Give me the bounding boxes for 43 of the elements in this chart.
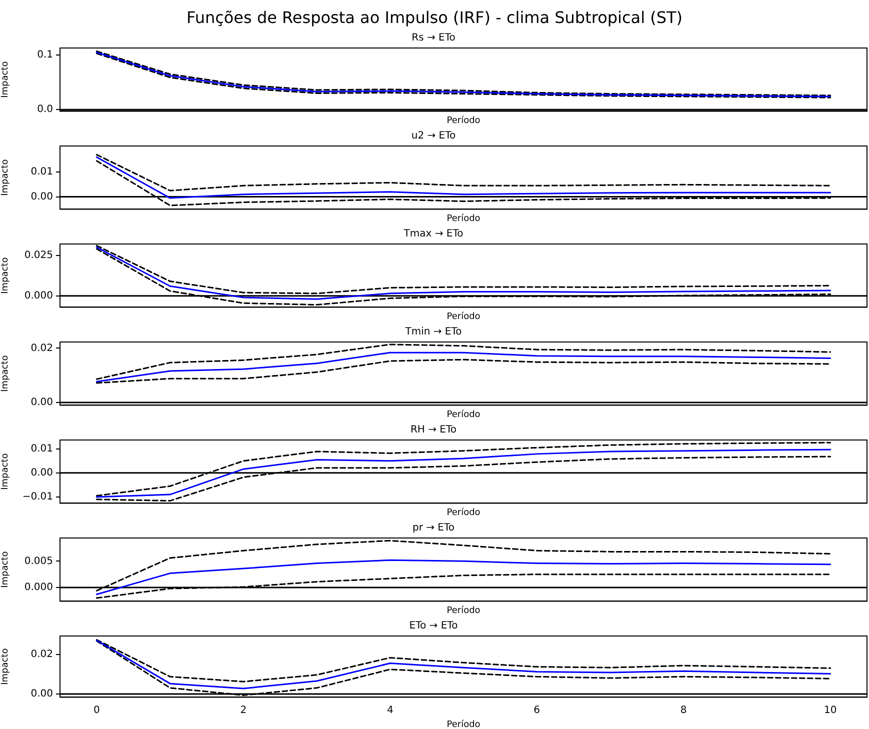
- y-axis-title: Impacto: [0, 60, 11, 98]
- x-axis-title: Período: [446, 408, 481, 420]
- chart-subtitle: Rs → ETo: [412, 32, 456, 44]
- y-axis-title: Impacto: [0, 158, 11, 196]
- y-tick-label: 0.01: [30, 443, 53, 454]
- y-axis-title: Impacto: [0, 550, 11, 588]
- chart-title: Tmin → ETo: [404, 326, 462, 338]
- y-tick-label: 0.00: [30, 688, 53, 700]
- y-tick-label: 0.02: [30, 342, 53, 354]
- y-tick-label: 0.00: [30, 468, 53, 479]
- x-axis-title: Período: [446, 604, 481, 616]
- x-axis-title: Período: [446, 212, 481, 224]
- y-tick-label: 0.000: [24, 290, 53, 302]
- x-tick-label: 8: [680, 704, 687, 716]
- x-tick-label: 10: [824, 704, 837, 716]
- y-axis-title: Impacto: [0, 354, 11, 392]
- y-tick-label: 0.025: [24, 250, 53, 261]
- x-tick-label: 4: [386, 704, 394, 716]
- x-tick-label: 2: [240, 704, 247, 716]
- x-axis-title: Período: [446, 506, 481, 518]
- y-axis-title: Impacto: [0, 256, 11, 294]
- chart-title: Tmax → ETo: [402, 228, 464, 240]
- y-tick-label: 0.02: [30, 649, 53, 660]
- y-tick-label: 0.01: [30, 166, 53, 178]
- chart-title: ETo → ETo: [409, 620, 458, 632]
- x-tick-label: 0: [93, 704, 100, 716]
- x-tick-label: 6: [534, 704, 540, 716]
- y-axis-title: Impacto: [0, 648, 11, 685]
- y-tick-label: −0.01: [22, 492, 53, 503]
- chart-title: Funções de Resposta ao Impulso (IRF) - clima Subtropical (ST): [185, 7, 684, 29]
- y-tick-label: 0.0: [37, 104, 53, 116]
- chart-title: u2 → ETo: [411, 130, 456, 142]
- y-tick-label: 0.000: [24, 582, 53, 594]
- y-tick-label: 0.00: [30, 191, 53, 202]
- x-axis-title: Período: [446, 718, 481, 729]
- y-tick-label: 0.00: [30, 397, 53, 408]
- chart-title: pr → ETo: [412, 522, 455, 534]
- y-axis-title: Impacto: [0, 452, 11, 490]
- y-tick-label: 0.1: [37, 50, 53, 61]
- y-tick-label: 0.005: [24, 556, 53, 567]
- x-axis-title: Período: [446, 310, 481, 322]
- x-axis-title: Período: [446, 114, 481, 126]
- chart-title: RH → ETo: [410, 424, 457, 436]
